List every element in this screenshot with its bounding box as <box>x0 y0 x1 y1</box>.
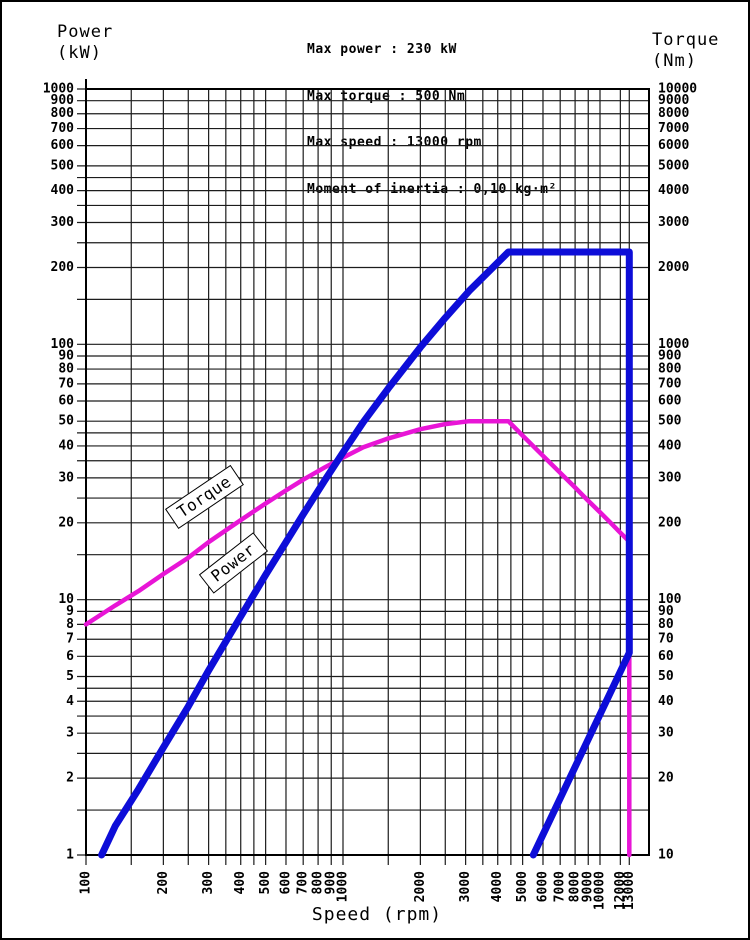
svg-text:7: 7 <box>66 632 74 647</box>
svg-text:600: 600 <box>51 138 75 153</box>
svg-text:30: 30 <box>658 726 674 741</box>
svg-text:700: 700 <box>658 376 682 391</box>
svg-text:300: 300 <box>658 470 682 485</box>
spec-max-torque: Max torque : 500 Nm <box>307 88 466 104</box>
spec-max-power: Max power : 230 kW <box>307 42 457 57</box>
svg-text:4000: 4000 <box>490 871 505 902</box>
svg-text:700: 700 <box>296 871 311 895</box>
spec-moment-of-inertia: Moment of inertia : 0,10 kg·m² <box>307 181 557 197</box>
right-axis-tick-labels: 1020304050607080901002003004005006007008… <box>658 82 697 863</box>
left-axis-title-text: Power <box>57 22 114 42</box>
svg-text:90: 90 <box>58 349 74 364</box>
svg-text:5000: 5000 <box>658 158 689 173</box>
svg-text:2000: 2000 <box>413 871 428 902</box>
svg-text:9000: 9000 <box>658 93 689 108</box>
svg-text:100: 100 <box>51 337 75 352</box>
svg-text:9: 9 <box>66 604 74 619</box>
svg-text:9000: 9000 <box>581 871 596 902</box>
left-axis-title: Power (kW) <box>57 22 113 64</box>
svg-text:20: 20 <box>58 515 74 530</box>
svg-text:100: 100 <box>658 592 682 607</box>
svg-text:6: 6 <box>66 649 74 664</box>
svg-text:60: 60 <box>658 649 674 664</box>
svg-text:3000: 3000 <box>458 871 473 902</box>
svg-text:80: 80 <box>658 617 674 632</box>
svg-text:7000: 7000 <box>553 871 568 902</box>
svg-text:8: 8 <box>66 617 74 632</box>
spec-header: Max power : 230 kW Max torque : 500 Nm M… <box>307 11 557 228</box>
svg-text:5: 5 <box>66 669 74 684</box>
svg-text:200: 200 <box>51 260 75 275</box>
svg-text:90: 90 <box>658 604 674 619</box>
power-curve <box>98 248 633 859</box>
svg-text:800: 800 <box>51 106 75 121</box>
svg-text:30: 30 <box>58 470 74 485</box>
svg-text:1: 1 <box>66 848 74 863</box>
chart-frame <box>85 79 650 856</box>
svg-text:5000: 5000 <box>515 871 530 902</box>
svg-text:60: 60 <box>58 393 74 408</box>
svg-text:8000: 8000 <box>658 106 689 121</box>
svg-text:500: 500 <box>51 158 75 173</box>
svg-text:6000: 6000 <box>535 871 550 902</box>
svg-text:10000: 10000 <box>658 82 697 97</box>
svg-text:7000: 7000 <box>658 121 689 136</box>
svg-text:13000: 13000 <box>622 871 637 910</box>
svg-text:400: 400 <box>658 438 682 453</box>
svg-text:40: 40 <box>58 438 74 453</box>
svg-text:4: 4 <box>66 694 74 709</box>
svg-text:900: 900 <box>658 349 682 364</box>
svg-text:900: 900 <box>51 93 75 108</box>
svg-text:2: 2 <box>66 771 74 786</box>
right-axis-title: Torque (Nm) <box>652 30 719 72</box>
svg-text:3: 3 <box>66 726 74 741</box>
svg-text:800: 800 <box>311 871 326 895</box>
svg-text:4000: 4000 <box>658 183 689 198</box>
svg-text:2000: 2000 <box>658 260 689 275</box>
left-axis-unit: (kW) <box>57 43 102 63</box>
svg-text:70: 70 <box>658 632 674 647</box>
svg-text:70: 70 <box>58 376 74 391</box>
svg-text:3000: 3000 <box>658 215 689 230</box>
svg-text:400: 400 <box>233 871 248 895</box>
svg-text:600: 600 <box>278 871 293 895</box>
svg-text:300: 300 <box>201 871 216 895</box>
svg-text:40: 40 <box>658 694 674 709</box>
svg-text:12000: 12000 <box>613 871 628 910</box>
right-axis-title-text: Torque <box>652 30 720 50</box>
svg-text:300: 300 <box>51 215 75 230</box>
svg-text:10000: 10000 <box>593 871 608 910</box>
svg-text:1000: 1000 <box>658 337 689 352</box>
svg-text:600: 600 <box>658 393 682 408</box>
right-axis-unit: (Nm) <box>652 51 697 71</box>
svg-text:500: 500 <box>258 871 273 895</box>
svg-text:20: 20 <box>658 771 674 786</box>
svg-text:200: 200 <box>658 515 682 530</box>
svg-text:900: 900 <box>324 871 339 895</box>
svg-text:80: 80 <box>58 362 74 377</box>
svg-text:1000: 1000 <box>336 871 351 902</box>
svg-text:6000: 6000 <box>658 138 689 153</box>
svg-text:1000: 1000 <box>43 82 74 97</box>
svg-text:50: 50 <box>58 414 74 429</box>
spec-max-speed: Max speed : 13000 rpm <box>307 135 482 150</box>
svg-text:500: 500 <box>658 414 682 429</box>
svg-text:400: 400 <box>51 183 75 198</box>
svg-text:50: 50 <box>658 669 674 684</box>
svg-text:10: 10 <box>658 848 674 863</box>
svg-text:800: 800 <box>658 362 682 377</box>
svg-text:100: 100 <box>79 871 94 895</box>
torque-curve <box>83 418 632 858</box>
svg-text:8000: 8000 <box>568 871 583 902</box>
svg-text:10: 10 <box>58 592 74 607</box>
svg-text:700: 700 <box>51 121 75 136</box>
svg-text:200: 200 <box>156 871 171 895</box>
x-axis-title: Speed (rpm) <box>311 904 443 925</box>
